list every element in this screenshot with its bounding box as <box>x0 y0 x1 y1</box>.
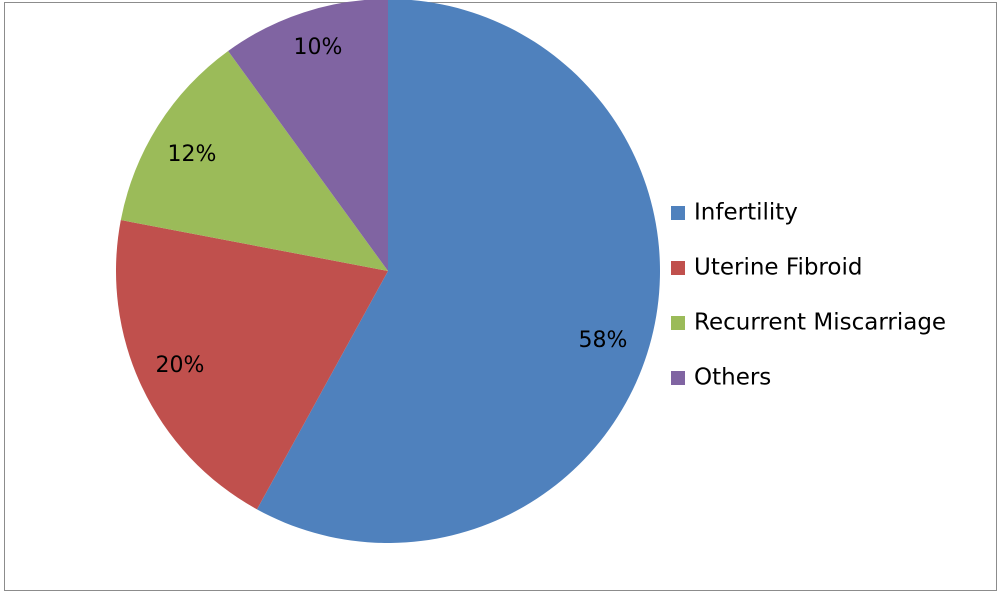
pie-data-labels: 58% 20% 12% 10% <box>156 35 628 378</box>
legend-label-others: Others <box>694 365 771 391</box>
pie-slice-recurrent-miscarriage <box>120 50 388 272</box>
pie-slice-others <box>228 0 388 271</box>
legend-swatch-infertility <box>671 206 685 220</box>
legend-label-uterine-fibroid: Uterine Fibroid <box>694 255 862 281</box>
legend-swatch-uterine-fibroid <box>671 261 685 275</box>
data-label-recurrent-miscarriage: 12% <box>168 142 217 167</box>
data-label-others: 10% <box>294 35 343 60</box>
pie-slices <box>115 0 660 543</box>
pie-slice-infertility <box>256 0 660 543</box>
legend: Infertility Uterine Fibroid Recurrent Misc… <box>671 200 946 391</box>
pie-slice-uterine-fibroid <box>115 220 388 510</box>
data-label-uterine-fibroid: 20% <box>156 353 205 378</box>
legend-swatch-recurrent-miscarriage <box>671 316 685 330</box>
legend-label-recurrent-miscarriage: Recurrent Miscarriage <box>694 310 946 336</box>
legend-label-infertility: Infertility <box>694 200 798 226</box>
legend-swatch-others <box>671 371 685 385</box>
data-label-infertility: 58% <box>579 328 628 353</box>
